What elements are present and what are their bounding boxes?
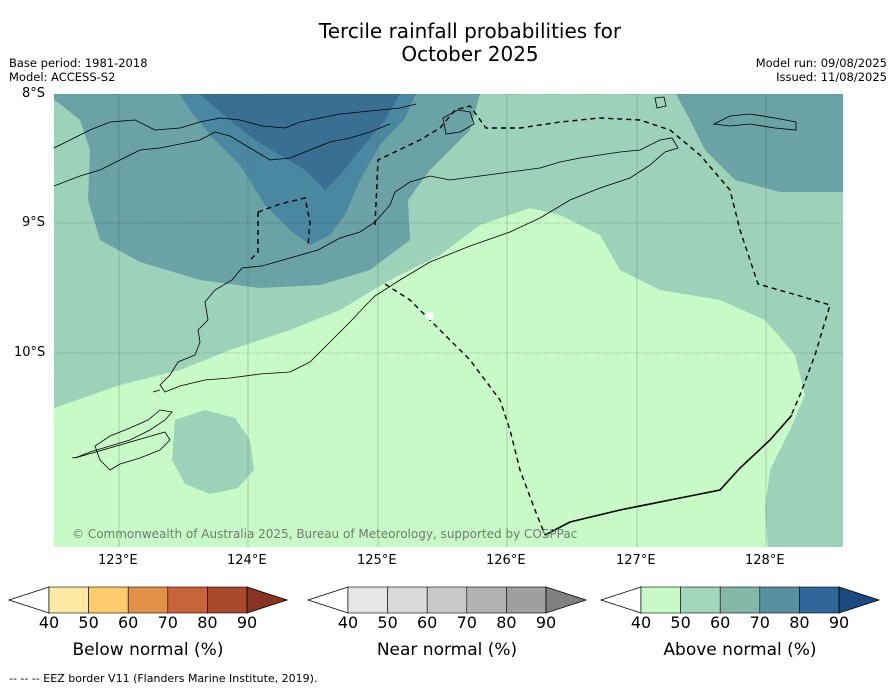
eez-border-north: [257, 105, 831, 419]
coastline-flores-south: [54, 123, 391, 187]
meta-left: Base period: 1981-2018 Model: ACCESS-S2: [9, 56, 148, 84]
near-colorbar-tick: 50: [377, 613, 398, 632]
above-colorbar-segment: [640, 586, 681, 614]
model-run: Model run: 09/08/2025: [755, 56, 887, 70]
above-colorbar-label: Above normal (%): [663, 640, 817, 660]
below-colorbar-segment: [207, 586, 248, 614]
footnote: -- -- -- EEZ border V11 (Flanders Marine…: [9, 672, 318, 685]
near-colorbar-label: Near normal (%): [376, 640, 518, 660]
below-colorbar-segment: [167, 586, 208, 614]
lon-label-127: 127°E: [616, 553, 656, 568]
meta-right: Model run: 09/08/2025 Issued: 11/08/2025: [756, 56, 887, 84]
eez-border-south: [384, 283, 546, 536]
near-colorbar-tick: 80: [496, 613, 517, 632]
near-colorbar-tick: 40: [337, 613, 359, 632]
lon-label-125: 125°E: [357, 553, 397, 568]
base-period: Base period: 1981-2018: [9, 56, 148, 70]
above-colorbar-tick: 50: [670, 613, 691, 632]
coastline-island-small: [654, 96, 667, 109]
white-marker: [426, 312, 434, 320]
lon-label-123: 123°E: [98, 553, 138, 568]
boundary-solid: [544, 414, 793, 536]
below-colorbar-low-extend: [7, 586, 50, 614]
above-colorbar-tick: 90: [828, 613, 850, 632]
below-colorbar-label: Below normal (%): [72, 640, 224, 660]
near-colorbar-segment: [387, 586, 428, 614]
above-colorbar-tick: 40: [630, 613, 652, 632]
coastline-island-2: [442, 109, 475, 135]
model-name: Model: ACCESS-S2: [9, 70, 116, 84]
near-colorbar-segment: [466, 586, 507, 614]
below-colorbar-tick: 60: [118, 613, 139, 632]
coastline-rote: [74, 409, 173, 471]
lon-label-128: 128°E: [745, 553, 785, 568]
near-colorbar-low-extend: [306, 586, 349, 614]
region-above-50-blob: [172, 410, 254, 494]
above-colorbar-segment: [719, 586, 761, 614]
below-colorbar-tick: 40: [38, 613, 60, 632]
near-colorbar-tick: 70: [456, 613, 477, 632]
above-colorbar-low-extend: [599, 586, 642, 614]
lat-label-9s: 9°S: [22, 215, 46, 230]
below-colorbar-tick: 80: [197, 613, 218, 632]
issued-date: Issued: 11/08/2025: [776, 70, 887, 84]
above-colorbar-tick: 60: [710, 613, 731, 632]
chart-title: Tercile rainfall probabilities for Octob…: [0, 20, 896, 66]
lon-label-126: 126°E: [486, 553, 526, 568]
near-colorbar-segment: [426, 586, 468, 614]
below-colorbar-segment: [88, 586, 129, 614]
coastline-flores: [54, 103, 417, 149]
lat-label-10s: 10°S: [14, 345, 46, 360]
near-colorbar-segment: [506, 586, 547, 614]
below-colorbar-tick: 70: [157, 613, 178, 632]
coastline-small-isl: [71, 389, 161, 459]
copyright-text: © Commonwealth of Australia 2025, Bureau…: [72, 527, 578, 541]
below-colorbar-tick: 50: [78, 613, 99, 632]
below-colorbar-high-extend: [246, 586, 289, 614]
above-colorbar-tick: 70: [749, 613, 770, 632]
title-line-1: Tercile rainfall probabilities for: [318, 19, 622, 43]
above-colorbar-tick: 80: [789, 613, 810, 632]
eez-border-west: [247, 212, 259, 263]
above-colorbar-segment: [759, 586, 800, 614]
region-above-60-east: [676, 94, 843, 192]
near-colorbar-tick: 90: [535, 613, 557, 632]
coastline-wetar: [712, 113, 797, 131]
above-colorbar-segment: [680, 586, 721, 614]
lon-label-124: 124°E: [227, 553, 267, 568]
title-line-2: October 2025: [401, 42, 539, 66]
near-colorbar-segment: [347, 586, 388, 614]
below-colorbar-tick: 90: [236, 613, 258, 632]
near-colorbar-tick: 60: [417, 613, 438, 632]
above-colorbar-high-extend: [838, 586, 881, 614]
below-colorbar-segment: [48, 586, 89, 614]
region-above-80: [200, 94, 400, 190]
below-colorbar-segment: [127, 586, 169, 614]
lat-label-8s: 8°S: [22, 86, 46, 101]
near-colorbar-high-extend: [545, 586, 588, 614]
above-colorbar-segment: [799, 586, 840, 614]
